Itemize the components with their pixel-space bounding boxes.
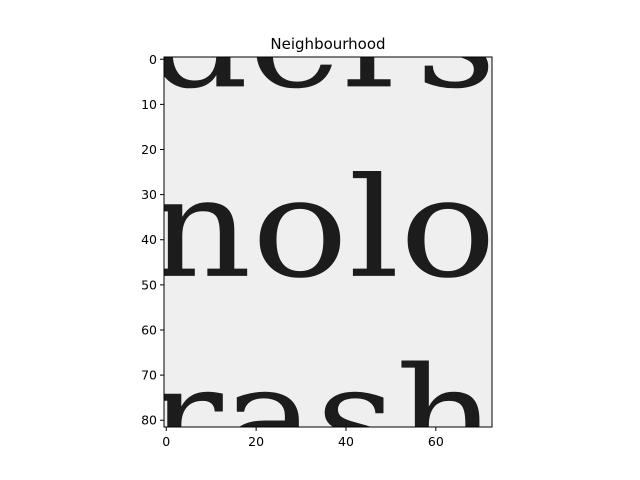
y-tick-label: 30 [141,187,157,202]
y-tick-label: 60 [141,322,157,337]
chart-title: Neighbourhood [270,35,385,53]
x-axis: 0 20 40 60 [162,427,444,449]
image-text-row: rash [148,337,496,480]
image-text-row: ders [148,0,496,119]
axes-frame [163,56,493,428]
x-tick-label: 60 [428,434,444,449]
image-area: ders nolo rash [148,0,496,480]
x-tick-label: 20 [248,434,264,449]
y-tick-label: 70 [141,368,157,383]
y-tick-label: 0 [149,52,157,67]
y-tick-label: 20 [141,142,157,157]
y-tick-label: 80 [141,413,157,428]
image-text-row: nolo [148,148,496,309]
y-tick-label: 40 [141,232,157,247]
image-background [164,57,492,427]
y-tick-label: 10 [141,97,157,112]
y-tick-label: 50 [141,277,157,292]
y-axis: 0 10 20 30 40 50 60 70 80 [141,52,164,428]
x-tick-label: 40 [338,434,354,449]
x-tick-label: 0 [162,434,170,449]
